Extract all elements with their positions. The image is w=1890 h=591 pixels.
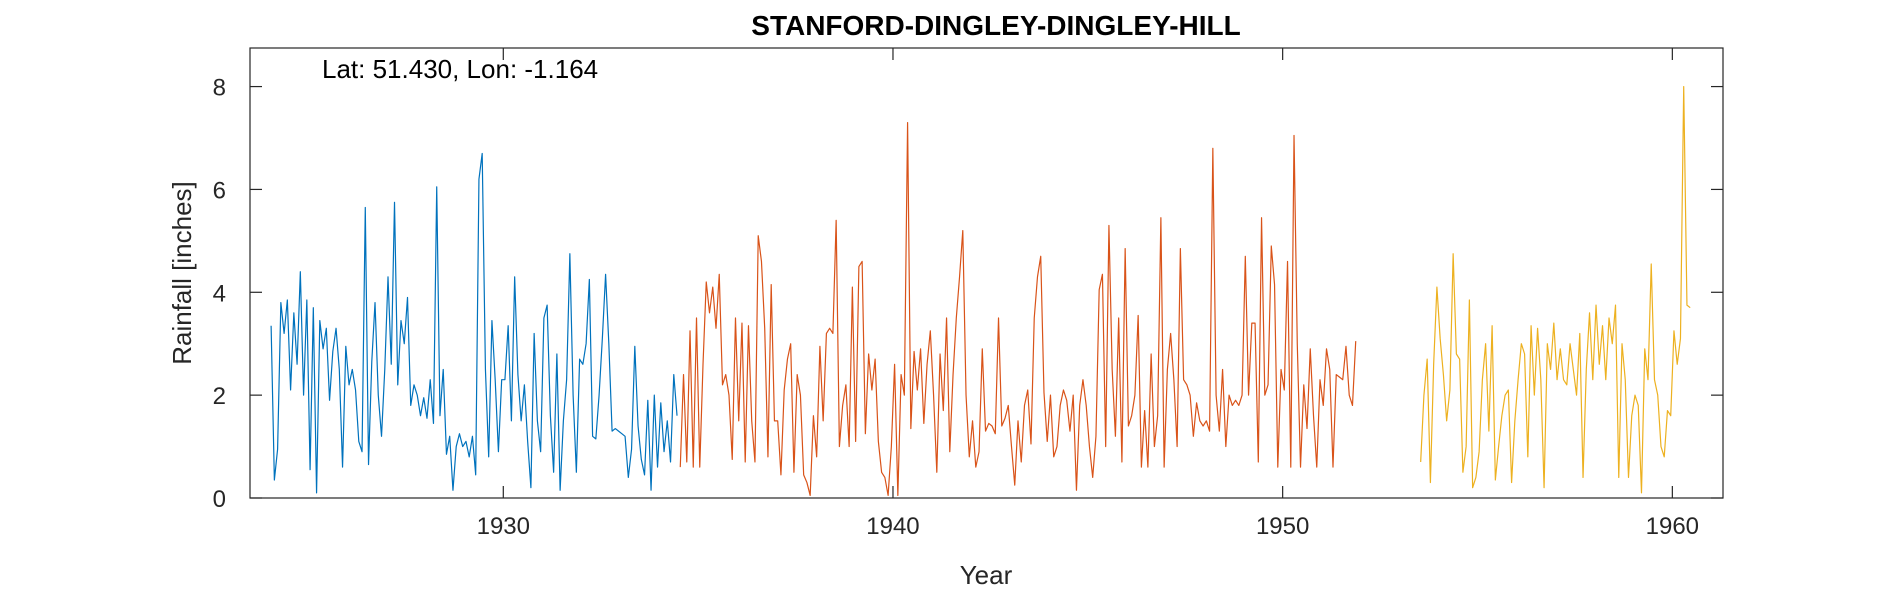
- series-line-3: [1420, 85, 1691, 494]
- y-tick-label: 4: [213, 280, 226, 307]
- plot-area: 1930 1940 1950 1960 0 2 4 6 8: [213, 47, 1724, 540]
- plot-frame: [249, 47, 1724, 499]
- y-axis-label: Rainfall [inches]: [167, 181, 197, 365]
- y-tick-label: 2: [213, 383, 226, 410]
- x-tick-label: 1930: [477, 513, 530, 540]
- x-tick-label: 1950: [1256, 513, 1309, 540]
- y-tick-label: 6: [213, 177, 226, 204]
- x-tick-label: 1960: [1646, 513, 1699, 540]
- chart-title: STANFORD-DINGLEY-DINGLEY-HILL: [751, 10, 1240, 41]
- x-tick-label: 1940: [866, 513, 919, 540]
- x-axis-label: Year: [960, 560, 1013, 590]
- series-line-1: [270, 152, 678, 494]
- y-tick-label: 0: [213, 486, 226, 513]
- series-line-2: [679, 121, 1357, 497]
- coordinates-annotation: Lat: 51.430, Lon: -1.164: [322, 54, 598, 84]
- y-tick-label: 8: [213, 75, 226, 102]
